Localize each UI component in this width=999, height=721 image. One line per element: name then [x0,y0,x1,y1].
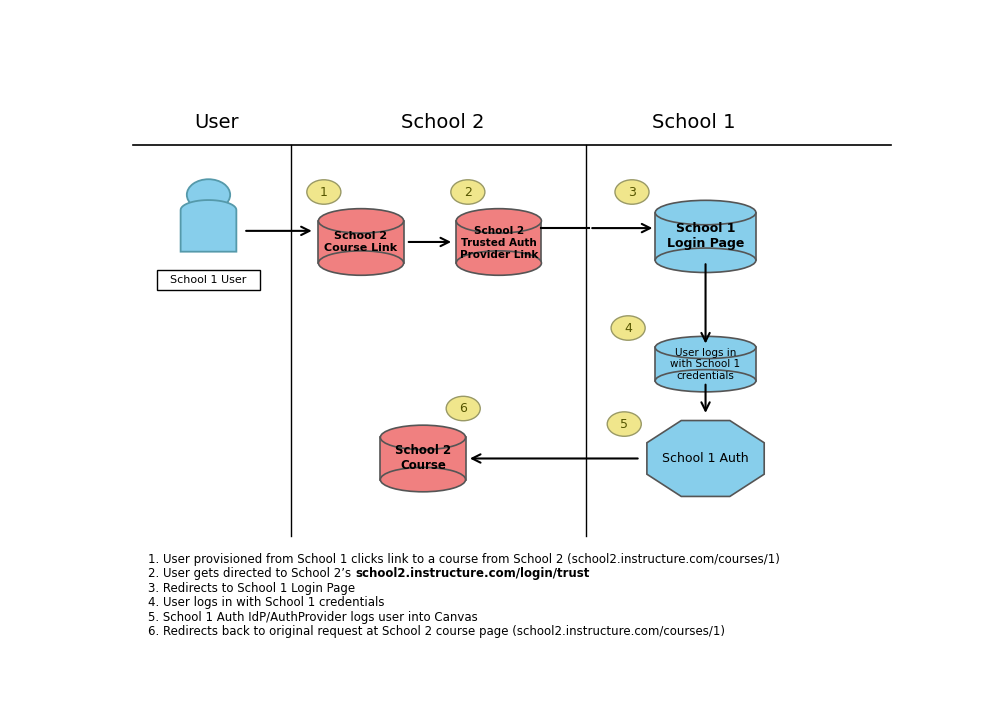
Bar [457,221,541,263]
Circle shape [607,412,641,436]
Text: School 2
Trusted Auth
Provider Link: School 2 Trusted Auth Provider Link [460,226,538,260]
Text: 6: 6 [460,402,468,415]
Circle shape [187,180,230,211]
Text: 1. User provisioned from School 1 clicks link to a course from School 2 (school2: 1. User provisioned from School 1 clicks… [148,553,780,566]
Ellipse shape [457,251,541,275]
Bar [655,213,756,260]
Circle shape [447,397,481,421]
Text: User: User [194,113,239,132]
Text: school2.instructure.com/login/trust: school2.instructure.com/login/trust [355,567,589,580]
Ellipse shape [655,248,756,273]
Ellipse shape [655,336,756,358]
Text: 5: 5 [620,417,628,430]
Text: School 2
Course Link: School 2 Course Link [325,231,398,253]
Text: 2: 2 [464,185,472,198]
Text: School 1 Auth: School 1 Auth [662,452,749,465]
Ellipse shape [655,200,756,225]
Text: User logs in
with School 1
credentials: User logs in with School 1 credentials [670,348,740,381]
Text: 4: 4 [624,322,632,335]
Ellipse shape [655,370,756,392]
Polygon shape [647,420,764,497]
FancyBboxPatch shape [157,270,261,291]
Bar [381,438,466,479]
Text: School 1
Login Page: School 1 Login Page [667,222,744,250]
Ellipse shape [381,467,466,492]
Circle shape [611,316,645,340]
Text: 5. School 1 Auth IdP/AuthProvider logs user into Canvas: 5. School 1 Auth IdP/AuthProvider logs u… [148,611,478,624]
Text: 6. Redirects back to original request at School 2 course page (school2.instructu: 6. Redirects back to original request at… [148,625,725,638]
Ellipse shape [381,425,466,450]
Bar [655,348,756,381]
Circle shape [615,180,649,204]
Text: 1: 1 [320,185,328,198]
Text: School 2: School 2 [401,113,485,132]
Text: School 1 User: School 1 User [170,275,247,286]
Text: 3: 3 [628,185,636,198]
Text: 2. User gets directed to School 2’s: 2. User gets directed to School 2’s [148,567,355,580]
Text: 3. Redirects to School 1 Login Page: 3. Redirects to School 1 Login Page [148,582,356,595]
Circle shape [307,180,341,204]
Bar [319,221,404,263]
Ellipse shape [319,208,404,233]
Ellipse shape [457,208,541,233]
Circle shape [451,180,485,204]
Text: School 1: School 1 [652,113,735,132]
Text: 4. User logs in with School 1 credentials: 4. User logs in with School 1 credential… [148,596,385,609]
Text: School 2
Course: School 2 Course [395,444,451,472]
Ellipse shape [319,251,404,275]
Polygon shape [181,200,237,252]
